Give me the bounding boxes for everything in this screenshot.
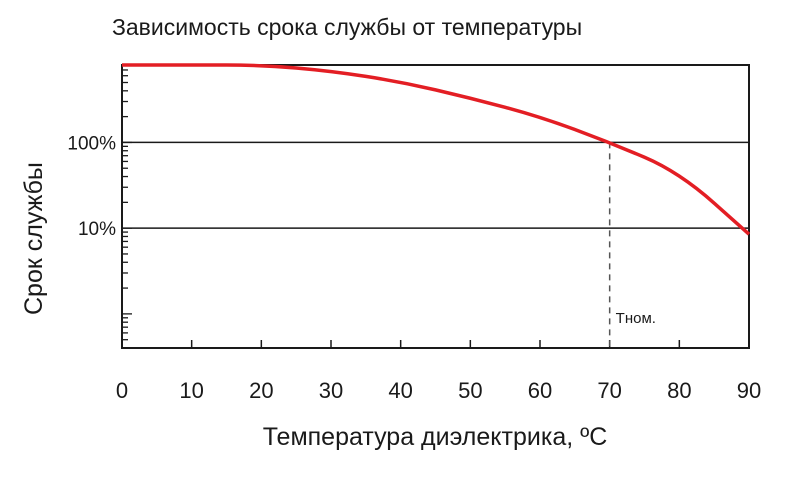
y-minor-ticks (122, 64, 132, 349)
x-tick-label: 60 (528, 378, 552, 403)
plot-frame (121, 64, 750, 349)
y-tick-label: 10% (78, 219, 116, 240)
y-tick-labels: 100% 10% (67, 133, 116, 240)
gridlines (122, 141, 749, 229)
nominal-temperature-label: Tном. (616, 310, 656, 327)
x-tick-label: 40 (388, 378, 412, 403)
x-tick-label: 20 (249, 378, 273, 403)
lifetime-curve (122, 63, 751, 236)
x-tick-label: 70 (597, 378, 621, 403)
x-ticks (121, 340, 750, 348)
y-tick-label: 100% (67, 133, 116, 154)
x-tick-label: 50 (458, 378, 482, 403)
x-tick-labels: 0 10 20 30 40 50 60 70 80 90 (116, 378, 761, 403)
x-tick-label: 0 (116, 378, 128, 403)
x-tick-label: 90 (737, 378, 761, 403)
x-tick-label: 30 (319, 378, 343, 403)
plot-area: Tном. (121, 63, 751, 349)
chart-title: Зависимость срока службы от температуры (112, 14, 583, 40)
x-tick-label: 80 (667, 378, 691, 403)
x-axis-label: Температура диэлектрика, ºC (262, 423, 608, 451)
x-tick-label: 10 (179, 378, 203, 403)
